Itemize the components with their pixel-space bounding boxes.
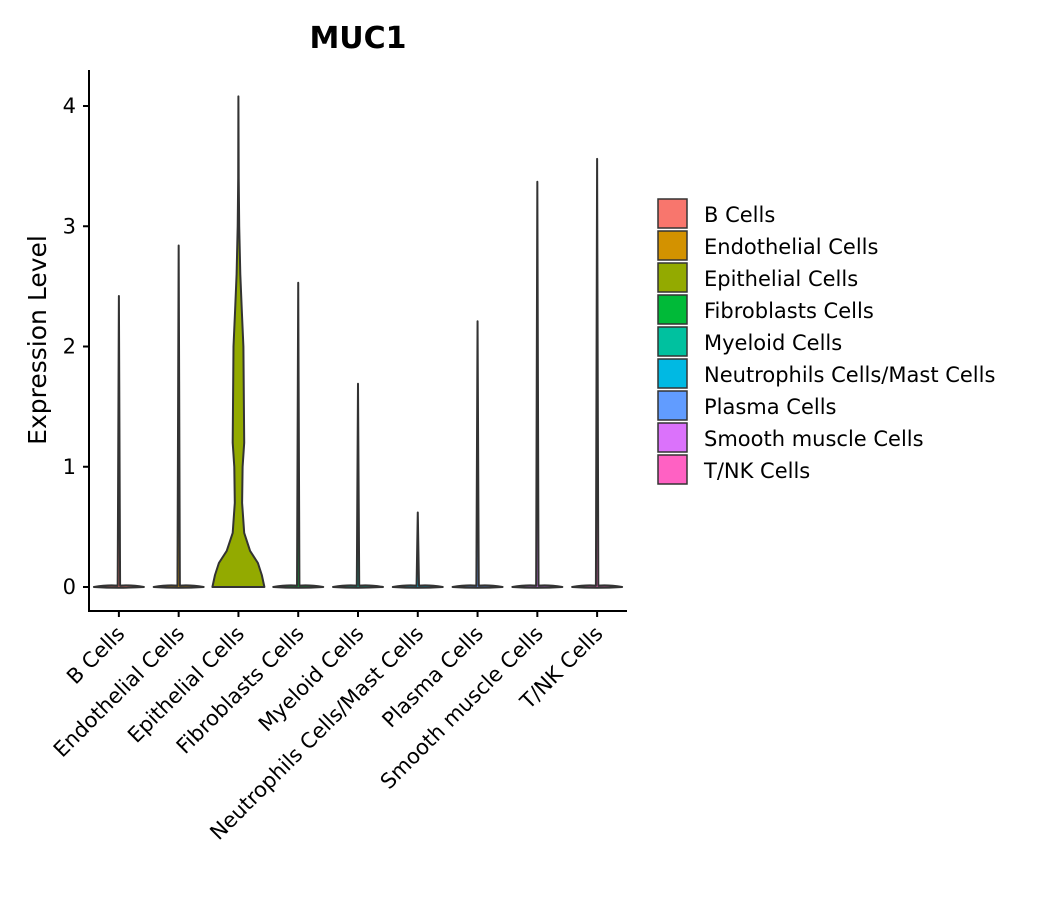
legend-swatch	[657, 326, 688, 357]
y-tick-label: 1	[63, 455, 76, 479]
legend-label: T/NK Cells	[703, 459, 810, 483]
legend-label: Smooth muscle Cells	[704, 427, 924, 451]
legend-swatch	[657, 230, 688, 261]
legend-label: Epithelial Cells	[704, 267, 858, 291]
violin-myeloid-cells	[332, 382, 384, 589]
violin-fibroblasts-cells	[272, 281, 325, 589]
violin-epithelial-cells	[211, 95, 266, 588]
legend-swatch	[657, 422, 688, 453]
y-axis-label: Expression Level	[23, 235, 52, 445]
violin-t-nk-cells	[571, 157, 624, 589]
violin-endothelial-cells	[152, 244, 205, 589]
legend-swatch	[657, 294, 688, 325]
legend-swatch	[657, 198, 688, 229]
legend-label: B Cells	[704, 203, 775, 227]
legend-label: Neutrophils Cells/Mast Cells	[704, 363, 995, 387]
legend-label: Myeloid Cells	[704, 331, 842, 355]
legend-swatch	[657, 390, 688, 421]
y-tick-label: 3	[63, 214, 76, 238]
violin-neutrophils-cells-mast-cells	[391, 511, 444, 589]
legend-label: Endothelial Cells	[704, 235, 878, 259]
legend-label: Fibroblasts Cells	[704, 299, 874, 323]
legend-swatch	[657, 454, 688, 485]
chart-title: MUC1	[309, 21, 406, 56]
y-tick-label: 2	[63, 335, 76, 359]
x-tick-label: Myeloid Cells	[254, 622, 369, 737]
legend-label: Plasma Cells	[704, 395, 837, 419]
violin-plasma-cells	[451, 320, 504, 589]
violin-b-cells	[92, 294, 145, 589]
y-tick-label: 0	[63, 575, 76, 599]
legend-swatch	[657, 262, 688, 293]
legend-swatch	[657, 358, 688, 389]
y-tick-label: 4	[63, 94, 76, 118]
violin-smooth-muscle-cells	[511, 180, 564, 589]
